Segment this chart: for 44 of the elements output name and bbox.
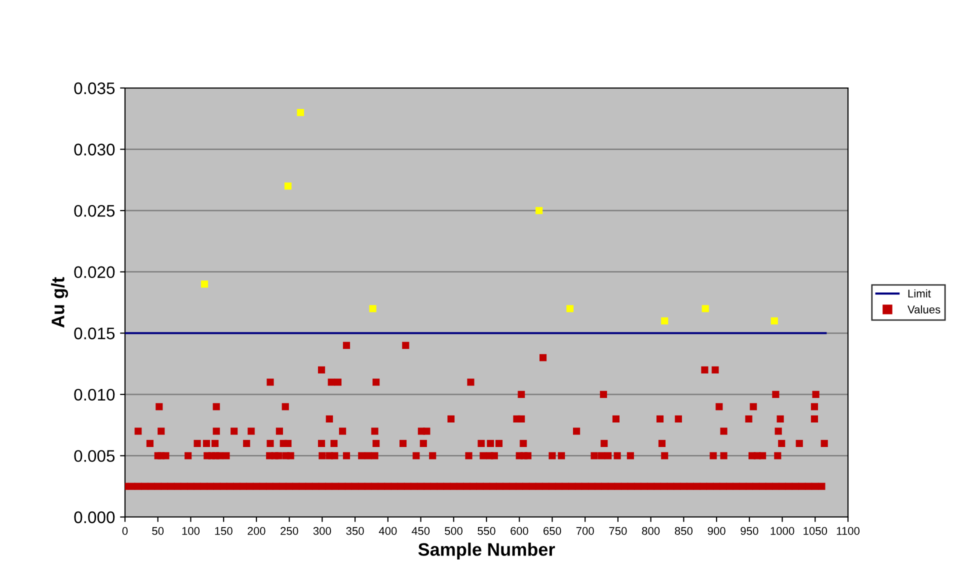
legend-label: Values [908, 305, 940, 314]
point [284, 182, 292, 190]
y-tick-label: 0.030 [74, 144, 115, 156]
x-tick-label: 900 [708, 527, 726, 535]
x-tick-label: 350 [346, 527, 364, 535]
point [770, 317, 778, 324]
x-tick-label: 1100 [836, 527, 860, 535]
point [661, 317, 668, 324]
x-tick-label: 600 [510, 527, 528, 535]
point [369, 305, 376, 312]
x-tick-label: 750 [609, 527, 627, 535]
x-tick-label: 50 [152, 527, 164, 535]
x-tick-label: 250 [280, 527, 298, 535]
point [536, 207, 543, 214]
point [702, 305, 709, 312]
x-tick-label: 200 [248, 527, 266, 535]
x-tick-label: 150 [215, 527, 232, 535]
y-tick-label: 0.035 [74, 82, 115, 94]
x-tick-label: 550 [478, 527, 496, 535]
x-axis-title: Sample Number [418, 542, 555, 560]
y-tick-label: 0.000 [74, 511, 115, 524]
x-tick-label: 500 [444, 527, 462, 535]
x-tick-label: 1000 [770, 527, 794, 535]
x-tick-label: 400 [378, 527, 397, 535]
x-tick-label: 300 [313, 527, 332, 535]
x-tick-label: 100 [182, 527, 200, 535]
point [200, 280, 208, 288]
x-tick-label: 0 [122, 527, 128, 535]
point [296, 108, 304, 116]
point [566, 305, 574, 312]
y-tick-label: 0.010 [74, 388, 115, 401]
y-axis-title: Au g/t [51, 277, 68, 328]
y-tick-label: 0.020 [74, 266, 115, 278]
x-tick-label: 950 [740, 527, 758, 535]
legend-label: Limit [908, 289, 931, 298]
y-tick-label: 0.025 [74, 204, 115, 217]
x-tick-label: 650 [544, 527, 562, 535]
x-tick-label: 800 [642, 527, 660, 535]
x-tick-label: 700 [576, 527, 594, 535]
x-tick-label: 850 [674, 527, 693, 535]
y-tick-label: 0.015 [74, 328, 115, 340]
y-tick-label: 0.005 [74, 450, 115, 462]
x-tick-label: 450 [412, 527, 430, 535]
x-tick-label: 1050 [804, 527, 828, 535]
